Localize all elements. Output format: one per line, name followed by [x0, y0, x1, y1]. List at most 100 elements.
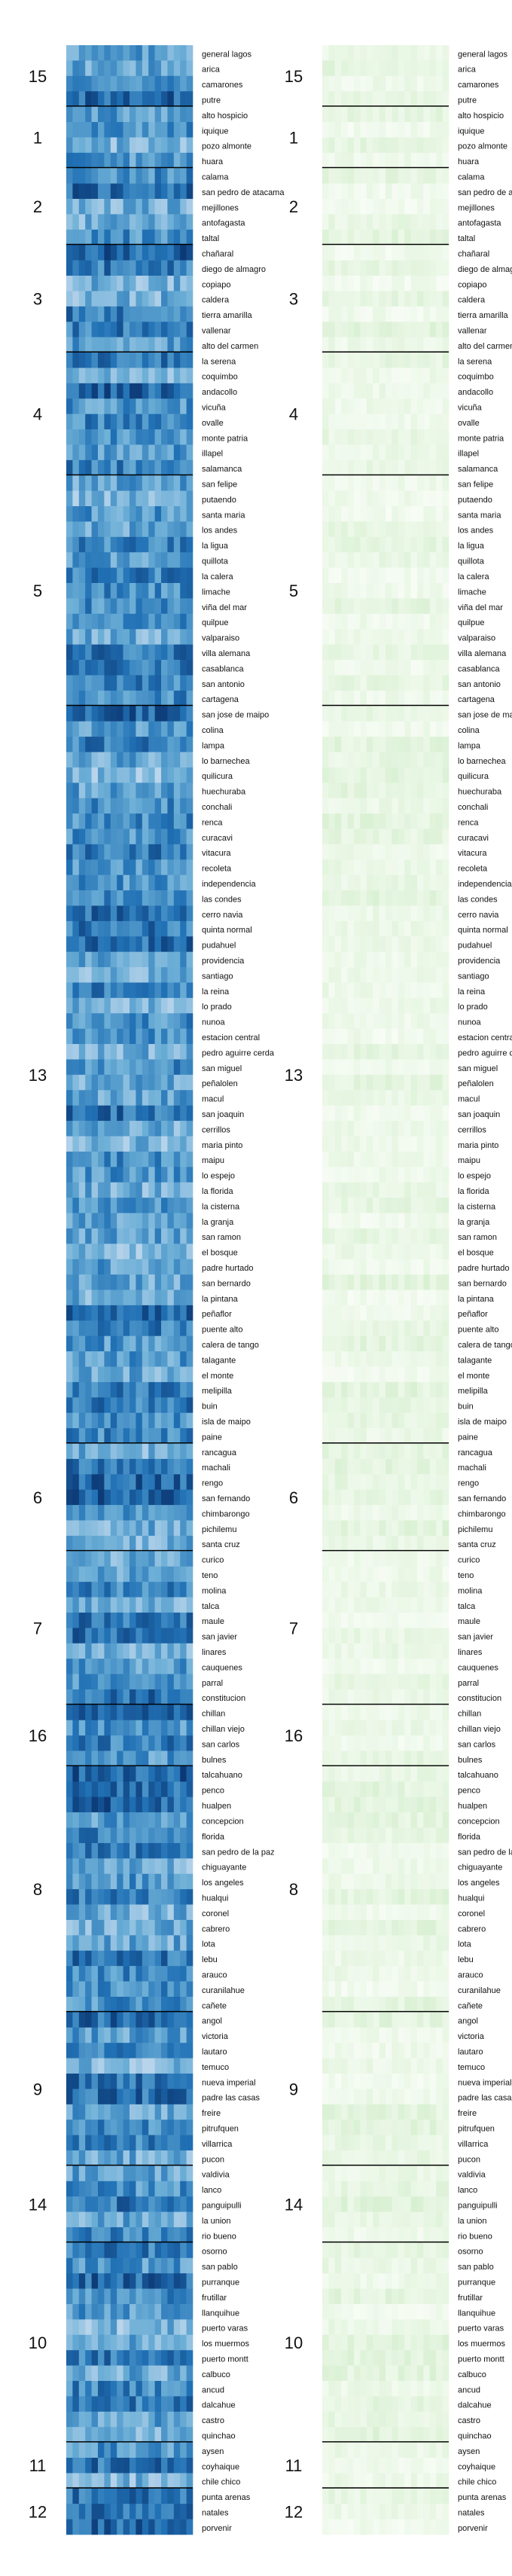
heatmap-cell	[379, 306, 386, 322]
heatmap-cell	[180, 1474, 187, 1491]
heatmap-cell	[98, 276, 105, 291]
heatmap-cell	[85, 920, 92, 937]
heatmap-cell	[136, 660, 143, 676]
heatmap-cell	[104, 567, 111, 584]
heatmap-cell	[136, 536, 143, 553]
heatmap-cell	[186, 874, 194, 891]
heatmap-cell	[85, 706, 92, 722]
heatmap-cell	[410, 1028, 418, 1045]
heatmap-cell	[72, 721, 80, 737]
heatmap-cell	[173, 1720, 181, 1736]
heatmap-cell	[66, 106, 73, 123]
heatmap-cell	[442, 905, 450, 922]
heatmap-cell	[386, 536, 392, 553]
heatmap-cell	[104, 690, 111, 707]
heatmap-cell	[110, 1520, 117, 1537]
heatmap-cell	[360, 721, 367, 737]
heatmap-cell	[66, 2211, 73, 2228]
heatmap-cell	[136, 1659, 143, 1674]
heatmap-cell	[373, 322, 379, 337]
heatmap-cell	[130, 2457, 136, 2474]
heatmap-cell	[104, 1274, 111, 1290]
heatmap-cell	[154, 752, 162, 768]
heatmap-cell	[186, 783, 194, 798]
heatmap-cell	[366, 291, 373, 307]
heatmap-cell	[180, 1935, 187, 1952]
heatmap-cell	[379, 552, 386, 568]
heatmap-cell	[117, 2196, 123, 2212]
heatmap-cell	[130, 644, 136, 661]
heatmap-cell	[417, 106, 424, 123]
heatmap-cell	[154, 245, 162, 261]
heatmap-cell	[110, 2227, 117, 2243]
heatmap-cell	[123, 706, 130, 722]
heatmap-cell	[354, 260, 361, 276]
heatmap-cell	[130, 260, 136, 276]
heatmap-cell	[167, 1827, 175, 1844]
heatmap-cell	[72, 1981, 80, 1998]
heatmap-cell	[360, 536, 367, 553]
heatmap-cell	[334, 536, 342, 553]
heatmap-cell	[91, 2303, 99, 2320]
heatmap-cell	[423, 106, 431, 123]
heatmap-cell	[136, 2073, 143, 2089]
heatmap-cell	[110, 1566, 117, 1583]
heatmap-cell	[328, 567, 336, 584]
heatmap-cell	[123, 721, 130, 737]
heatmap-cell	[91, 951, 99, 968]
heatmap-cell	[136, 475, 143, 491]
heatmap-cell	[167, 414, 175, 430]
heatmap-cell	[78, 459, 86, 476]
heatmap-cell	[85, 1812, 92, 1828]
heatmap-cell	[186, 1935, 194, 1952]
heatmap-cell	[354, 353, 361, 368]
heatmap-cell	[442, 75, 450, 92]
heatmap-cell	[161, 2012, 168, 2028]
heatmap-cell	[123, 521, 130, 538]
heatmap-cell	[85, 737, 92, 752]
heatmap-cell	[161, 2135, 168, 2151]
heatmap-cell	[429, 675, 437, 691]
heatmap-cell	[186, 1643, 194, 1659]
heatmap-cell	[72, 1290, 80, 1306]
heatmap-cell	[341, 91, 348, 107]
heatmap-cell	[180, 2411, 187, 2428]
heatmap-cell	[136, 2427, 143, 2443]
heatmap-cell	[123, 2165, 130, 2182]
heatmap-cell	[442, 1028, 450, 1045]
heatmap-cell	[142, 598, 149, 615]
heatmap-cell	[417, 1151, 424, 1167]
heatmap-cell	[436, 1028, 443, 1045]
heatmap-cell	[104, 152, 111, 169]
commune-label: nueva imperial	[202, 2078, 256, 2087]
heatmap-cell	[410, 874, 418, 891]
heatmap-cell	[186, 2473, 194, 2489]
heatmap-cell	[417, 137, 424, 154]
heatmap-cell	[110, 1750, 117, 1767]
heatmap-cell	[410, 106, 418, 123]
heatmap-cell	[110, 1121, 117, 1137]
heatmap-cell	[161, 1659, 168, 1674]
heatmap-cell	[104, 2488, 111, 2504]
heatmap-cell	[130, 1873, 136, 1890]
heatmap-cell	[85, 690, 92, 707]
heatmap-cell	[110, 291, 117, 307]
heatmap-cell	[173, 1735, 181, 1751]
heatmap-cell	[91, 706, 99, 722]
heatmap-cell	[379, 459, 386, 476]
commune-label: mejillones	[202, 203, 239, 212]
heatmap-cell	[154, 1566, 162, 1583]
commune-label: pitrufquen	[202, 2124, 239, 2133]
heatmap-cell	[123, 1320, 130, 1336]
heatmap-cell	[328, 152, 336, 169]
heatmap-cell	[123, 1750, 130, 1767]
heatmap-cell	[341, 813, 348, 829]
heatmap-cell	[91, 1244, 99, 1259]
heatmap-cell	[85, 1551, 92, 1567]
heatmap-cell	[173, 1198, 181, 1213]
heatmap-cell	[91, 690, 99, 707]
heatmap-cell	[186, 1966, 194, 1982]
heatmap-cell	[66, 214, 73, 230]
region-label: 9	[33, 2080, 42, 2098]
